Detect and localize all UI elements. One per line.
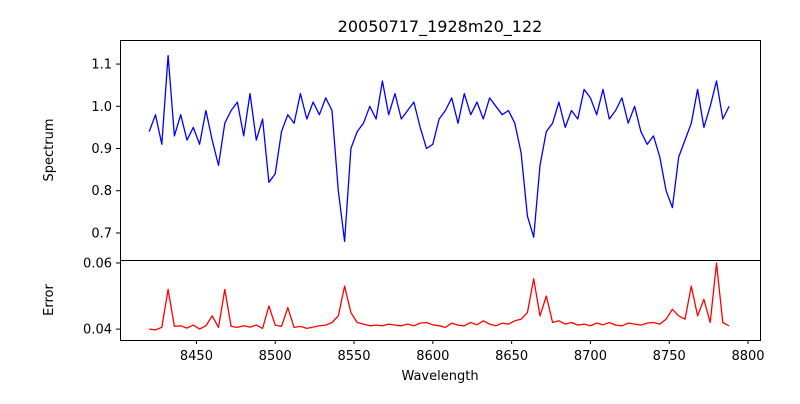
series-line-spectrum (148, 54, 730, 243)
x-tick-label: 8600 (416, 349, 449, 364)
x-tick-label: 8700 (574, 349, 607, 364)
x-tick-label: 8800 (731, 349, 764, 364)
series-line-error (149, 262, 730, 331)
x-axis-label: Wavelength (401, 369, 478, 384)
y-tick-label: 1.0 (91, 100, 112, 115)
x-tick-label: 8650 (495, 349, 528, 364)
y-tick-label: 1.1 (91, 58, 112, 73)
y-axis-label-error: Error (42, 284, 57, 316)
error-axes-frame (120, 260, 761, 341)
y-tick-label: 0.9 (91, 142, 112, 157)
y-tick-label: 0.8 (91, 184, 112, 199)
y-tick-label: 0.7 (91, 226, 112, 241)
x-tick-label: 8750 (653, 349, 686, 364)
chart-title: 20050717_1928m20_122 (338, 17, 543, 37)
spectrum-axes-frame (120, 40, 761, 261)
y-axis-label-spectrum: Spectrum (42, 119, 57, 182)
x-tick-label: 8500 (259, 349, 292, 364)
x-tick-label: 8550 (337, 349, 370, 364)
y-tick-label: 0.04 (83, 323, 112, 338)
x-tick-label: 8450 (180, 349, 213, 364)
y-tick-label: 0.06 (83, 256, 112, 271)
